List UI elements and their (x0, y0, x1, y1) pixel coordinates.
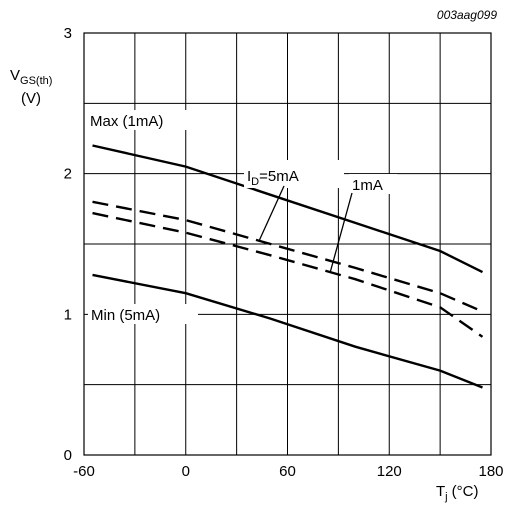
y-tick-label: 3 (64, 25, 72, 42)
y-axis-label: VGS(th) (10, 67, 52, 87)
x-tick-label: 60 (279, 463, 296, 480)
1ma-label: 1mA (352, 177, 383, 194)
max-label-bg (87, 110, 193, 130)
figure-code: 003aag099 (437, 8, 497, 22)
series-line-5ma (92, 211, 484, 338)
x-axis-label: Tj (°C) (436, 483, 478, 503)
x-tick-label: 120 (377, 463, 402, 480)
grid-lines (84, 33, 491, 455)
id-5ma-label: ID=5mA (247, 168, 299, 188)
max-series-label: Max (1mA) (90, 113, 163, 130)
1ma-leader (329, 192, 353, 274)
series-line-max-1ma (92, 144, 484, 274)
y-tick-label: 2 (64, 166, 72, 183)
y-axis-unit: (V) (21, 90, 41, 107)
min-label-bg (88, 304, 198, 324)
y-tick-label: 1 (64, 306, 72, 323)
x-tick-label: 0 (182, 463, 190, 480)
series-line-min-5ma (92, 273, 483, 389)
series-layer (92, 144, 484, 389)
series-line-1ma (92, 200, 483, 313)
id-5ma-leader (258, 185, 285, 242)
id-label-bg (244, 160, 344, 188)
x-tick-label: -60 (73, 463, 95, 480)
x-tick-label: 180 (478, 463, 503, 480)
y-tick-label: 0 (64, 447, 72, 464)
plot-frame (83, 32, 492, 456)
min-series-label: Min (5mA) (91, 307, 160, 324)
ma1-label-bg (349, 174, 397, 194)
